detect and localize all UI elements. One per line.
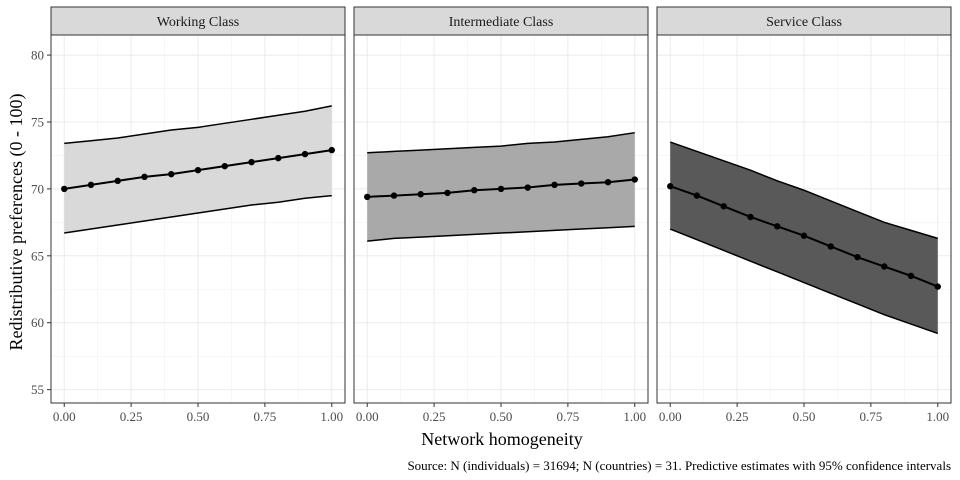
lower-bound-line: [669, 228, 939, 335]
x-tick-label: 0.00: [53, 409, 76, 424]
chart-caption: Source: N (individuals) = 31694; N (coun…: [407, 458, 951, 473]
estimate-point: [693, 192, 701, 199]
estimate-point: [907, 272, 915, 280]
x-tick-label: 0.75: [254, 409, 277, 424]
facet-panel-service-class: Service Class 0.00 0.25 0.50 0.75 1.00: [656, 6, 952, 424]
estimate-point: [221, 162, 228, 170]
y-tick-label: 70: [31, 181, 44, 196]
estimate-point: [774, 223, 781, 230]
estimate-point: [604, 179, 612, 186]
y-tick-label: 60: [31, 315, 44, 330]
upper-bound-line: [669, 141, 938, 240]
estimate-point: [827, 243, 834, 250]
y-tick-label: 65: [31, 248, 44, 263]
x-tick-label: 0.25: [423, 409, 446, 424]
estimate-point: [168, 170, 175, 178]
estimate-point: [61, 185, 68, 193]
estimate-point: [578, 180, 585, 187]
estimate-point: [114, 177, 121, 185]
x-axis-title: Network homogeneity: [421, 429, 582, 449]
estimate-point: [328, 146, 335, 154]
upper-bound-line: [64, 105, 332, 145]
estimate-point: [800, 232, 808, 239]
estimate-point: [141, 173, 148, 181]
x-tick-label: 1.00: [623, 409, 646, 424]
y-tick-label: 80: [31, 48, 44, 63]
estimate-point: [720, 203, 727, 210]
estimate-point: [390, 192, 398, 199]
estimate-point: [854, 253, 861, 261]
facet-strip: [656, 6, 952, 36]
upper-bound-line: [367, 131, 635, 154]
y-tick-label: 75: [31, 114, 44, 129]
y-axis: 55 60 65 70 75 80: [31, 48, 51, 397]
x-tick-label: 0.25: [120, 409, 143, 424]
estimate-point: [471, 187, 478, 194]
estimate-point: [275, 154, 282, 162]
lower-bound-line: [367, 225, 635, 242]
y-axis-title: Redistributive preferences (0 - 100): [6, 94, 27, 351]
lower-bound-line: [64, 194, 332, 234]
x-tick-label: 0.25: [726, 409, 749, 424]
estimate-point: [631, 176, 638, 183]
estimate-point: [194, 166, 202, 174]
x-tick-label: 0.75: [557, 409, 580, 424]
facet-strip-label: Working Class: [157, 15, 239, 30]
x-tick-label: 0.50: [490, 409, 513, 424]
estimate-point: [524, 184, 531, 191]
x-tick-label: 0.50: [187, 409, 210, 424]
estimate-point: [417, 191, 424, 198]
x-tick-label: 0.00: [659, 409, 682, 424]
estimate-point: [934, 283, 941, 290]
facet-panel-intermediate-class: Intermediate Class 0.00 0.25 0.50 0.75 1.00: [353, 6, 649, 424]
estimate-point: [87, 181, 95, 189]
estimate-point: [551, 181, 558, 189]
facet-strip: [353, 6, 649, 36]
facet-strip-label: Intermediate Class: [449, 15, 554, 30]
estimate-point: [301, 150, 309, 158]
x-tick-label: 0.50: [793, 409, 816, 424]
facet-strip-label: Service Class: [766, 15, 842, 30]
y-tick-label: 55: [31, 382, 44, 397]
facet-strip: [50, 6, 346, 36]
x-tick-label: 1.00: [320, 409, 343, 424]
x-tick-label: 0.00: [356, 409, 379, 424]
estimate-point: [497, 185, 505, 193]
estimate-point: [248, 158, 255, 166]
estimate-point: [364, 193, 371, 201]
estimate-point: [747, 213, 754, 221]
estimate-point: [667, 183, 674, 190]
estimate-point: [444, 189, 451, 197]
estimate-point: [881, 263, 888, 270]
facet-panel-working-class: Working Class 0.00 0.25 0.50 0.75 1.00: [50, 6, 346, 424]
x-tick-label: 0.75: [860, 409, 883, 424]
x-tick-label: 1.00: [926, 409, 949, 424]
